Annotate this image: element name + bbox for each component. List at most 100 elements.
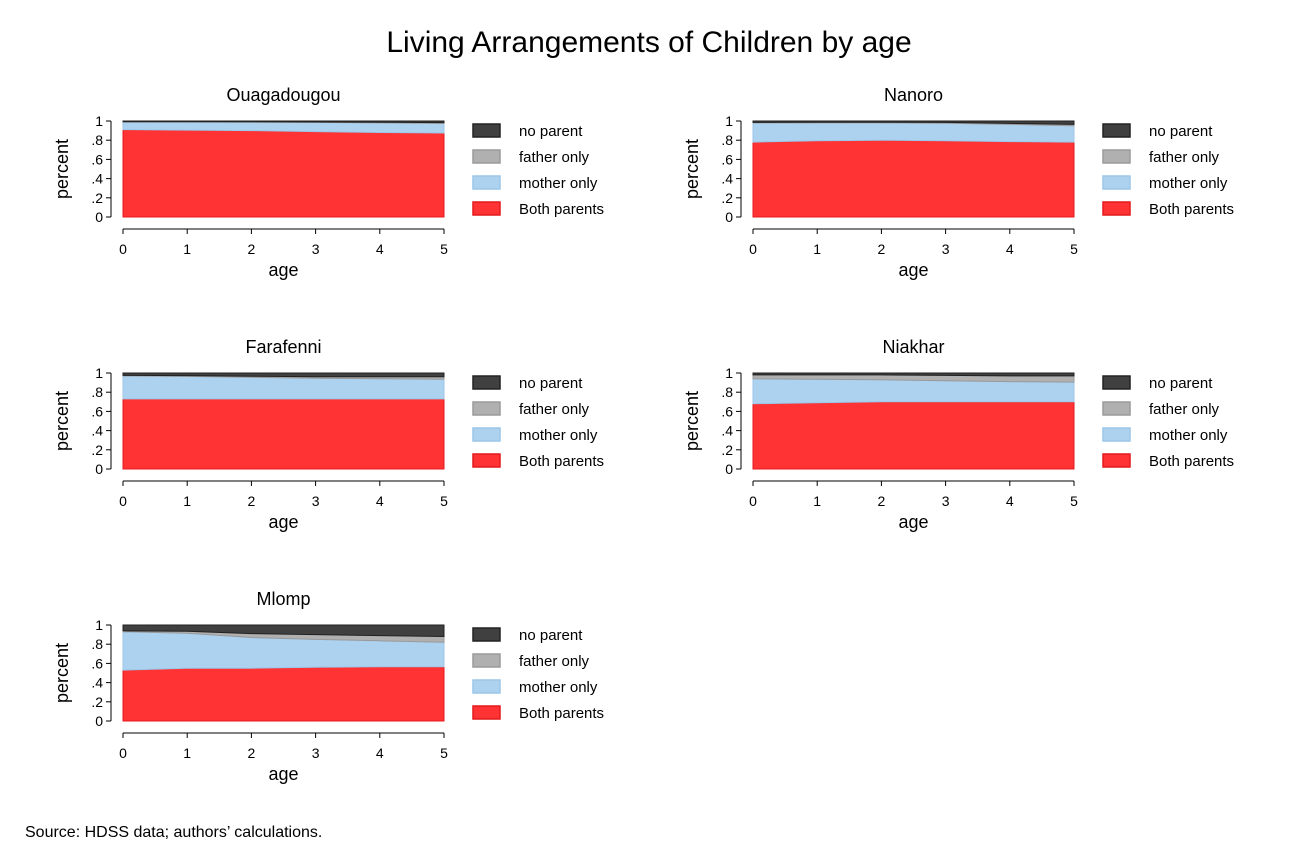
x-tick-label: 1: [813, 493, 821, 509]
x-axis-label: age: [268, 512, 298, 532]
legend-swatch-both-parents: [472, 453, 501, 468]
x-axis-label: age: [268, 764, 298, 784]
legend: no parent father only mother only Both pare…: [472, 627, 604, 722]
y-tick-label: .8: [91, 636, 103, 652]
x-tick-label: 1: [813, 241, 821, 257]
area-no-parent: [122, 120, 445, 124]
legend-label: father only: [519, 653, 590, 670]
area-no-parent: [752, 372, 1075, 377]
panel-nanoro: Nanoro 0 .2 .4 .6 .8 1 percent 0 1 2 3 4 5 age no paren…: [682, 85, 1234, 280]
legend-swatch-mother-only: [1102, 175, 1131, 190]
y-tick-label: .2: [721, 442, 733, 458]
legend-swatch-no-parent: [472, 627, 501, 642]
legend-swatch-mother-only: [472, 679, 501, 694]
legend-label: mother only: [519, 679, 598, 696]
x-tick-label: 2: [248, 493, 256, 509]
y-tick-label: .8: [721, 384, 733, 400]
x-tick-label: 4: [376, 241, 384, 257]
legend: no parent father only mother only Both pare…: [1102, 123, 1234, 218]
y-tick-label: .6: [91, 655, 103, 671]
area-no-parent: [752, 120, 1075, 125]
x-tick-label: 2: [878, 493, 886, 509]
x-tick-label: 4: [376, 745, 384, 761]
x-tick-label: 2: [248, 745, 256, 761]
y-axis-label: percent: [52, 643, 72, 703]
legend-label: mother only: [1149, 175, 1228, 192]
legend-label: mother only: [1149, 427, 1228, 444]
x-tick-label: 0: [749, 493, 757, 509]
legend-swatch-mother-only: [472, 427, 501, 442]
y-tick-label: 0: [725, 209, 733, 225]
legend-label: no parent: [519, 627, 583, 644]
y-tick-label: .8: [721, 132, 733, 148]
x-tick-label: 1: [183, 745, 191, 761]
legend: no parent father only mother only Both pare…: [472, 375, 604, 470]
legend-swatch-father-only: [472, 401, 501, 416]
area-no-parent: [122, 372, 445, 378]
x-tick-label: 0: [119, 241, 127, 257]
area-both-parents: [752, 139, 1075, 218]
y-tick-label: 0: [95, 461, 103, 477]
legend-label: father only: [519, 149, 590, 166]
panel-title: Niakhar: [882, 337, 944, 357]
x-tick-label: 4: [1006, 493, 1014, 509]
x-axis-label: age: [898, 512, 928, 532]
main-title: Living Arrangements of Children by age: [386, 26, 911, 59]
x-tick-label: 5: [440, 241, 448, 257]
x-tick-label: 2: [878, 241, 886, 257]
y-tick-label: 1: [95, 113, 103, 129]
x-tick-label: 4: [376, 493, 384, 509]
legend-swatch-father-only: [1102, 149, 1131, 164]
y-tick-label: .6: [721, 403, 733, 419]
area-both-parents: [122, 398, 445, 470]
panels: Ouagadougou 0 .2 .4 .6 .8 1 percent 0 1 2 3 4 5 age no …: [52, 85, 1234, 784]
legend-label: Both parents: [519, 453, 604, 470]
area-no-parent: [122, 624, 445, 638]
legend-label: father only: [519, 401, 590, 418]
legend-swatch-both-parents: [472, 201, 501, 216]
area-mother-only: [752, 122, 1075, 143]
legend-swatch-no-parent: [472, 375, 501, 390]
y-axis-label: percent: [52, 391, 72, 451]
y-tick-label: .4: [91, 423, 103, 439]
x-tick-label: 5: [1070, 241, 1078, 257]
panel-title: Farafenni: [245, 337, 321, 357]
y-tick-label: .8: [91, 132, 103, 148]
y-axis-label: percent: [682, 391, 702, 451]
y-tick-label: 0: [95, 713, 103, 729]
y-tick-label: 1: [95, 617, 103, 633]
x-tick-label: 2: [248, 241, 256, 257]
legend: no parent father only mother only Both pare…: [472, 123, 604, 218]
legend-swatch-father-only: [472, 149, 501, 164]
y-tick-label: .2: [91, 442, 103, 458]
y-tick-label: .4: [721, 171, 733, 187]
y-tick-label: 1: [95, 365, 103, 381]
panel-mlomp: Mlomp 0 .2 .4 .6 .8 1 percent 0 1 2 3 4 5 age no parent…: [52, 589, 604, 784]
legend-swatch-father-only: [1102, 401, 1131, 416]
source-note: Source: HDSS data; authors’ calculations…: [25, 824, 322, 841]
x-tick-label: 3: [312, 241, 320, 257]
legend-label: no parent: [1149, 375, 1213, 392]
legend-swatch-no-parent: [1102, 375, 1131, 390]
x-axis-label: age: [268, 260, 298, 280]
x-axis-label: age: [898, 260, 928, 280]
y-tick-label: .6: [91, 151, 103, 167]
panel-farafenni: Farafenni 0 .2 .4 .6 .8 1 percent 0 1 2 3 4 5 age no pa…: [52, 337, 604, 532]
x-tick-label: 1: [183, 241, 191, 257]
legend-label: Both parents: [519, 705, 604, 722]
y-tick-label: .2: [721, 190, 733, 206]
area-mother-only: [752, 378, 1075, 405]
panel-ouagadougou: Ouagadougou 0 .2 .4 .6 .8 1 percent 0 1 2 3 4 5 age no …: [52, 85, 604, 280]
x-tick-label: 3: [942, 241, 950, 257]
x-tick-label: 3: [942, 493, 950, 509]
y-tick-label: .2: [91, 190, 103, 206]
legend-label: Both parents: [1149, 201, 1234, 218]
y-axis-label: percent: [682, 139, 702, 199]
legend-label: mother only: [519, 427, 598, 444]
legend-swatch-both-parents: [1102, 201, 1131, 216]
y-tick-label: .2: [91, 694, 103, 710]
legend-swatch-both-parents: [472, 705, 501, 720]
y-axis-label: percent: [52, 139, 72, 199]
x-tick-label: 5: [1070, 493, 1078, 509]
